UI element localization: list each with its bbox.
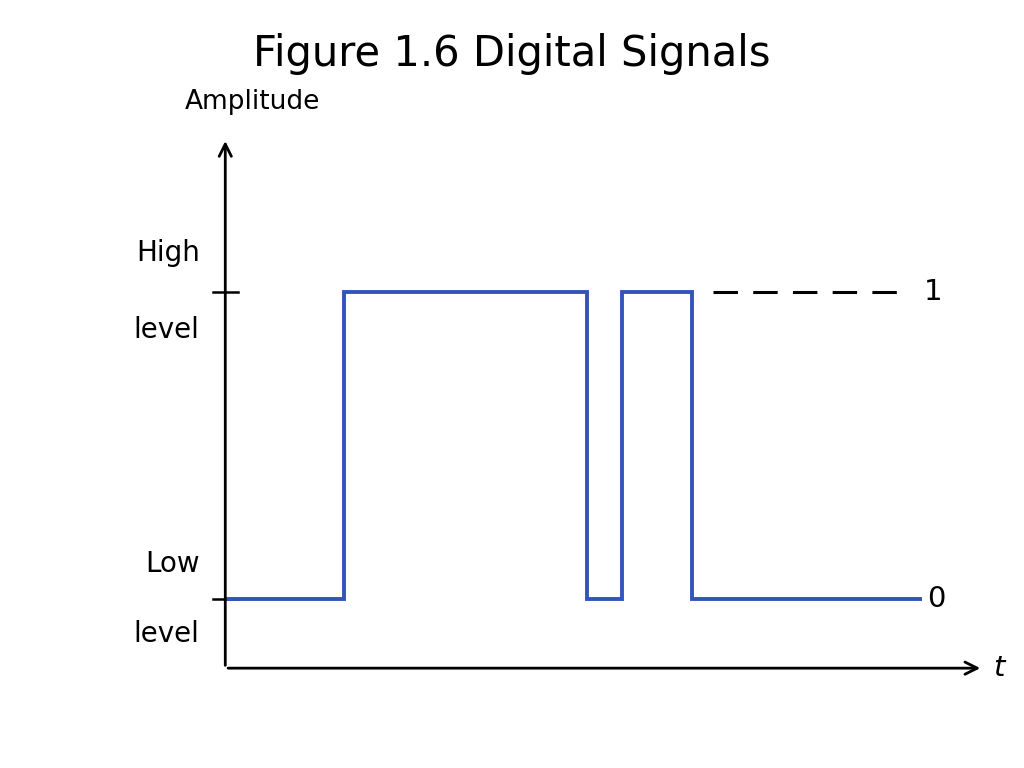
Text: 1: 1 xyxy=(924,278,942,306)
Text: Low: Low xyxy=(145,551,200,578)
Text: Figure 1.6 Digital Signals: Figure 1.6 Digital Signals xyxy=(253,33,771,74)
Text: level: level xyxy=(134,620,200,647)
Text: t: t xyxy=(993,654,1005,682)
Text: Amplitude: Amplitude xyxy=(184,89,319,115)
Text: 0: 0 xyxy=(927,585,945,613)
Text: level: level xyxy=(134,316,200,344)
Text: High: High xyxy=(136,240,200,267)
